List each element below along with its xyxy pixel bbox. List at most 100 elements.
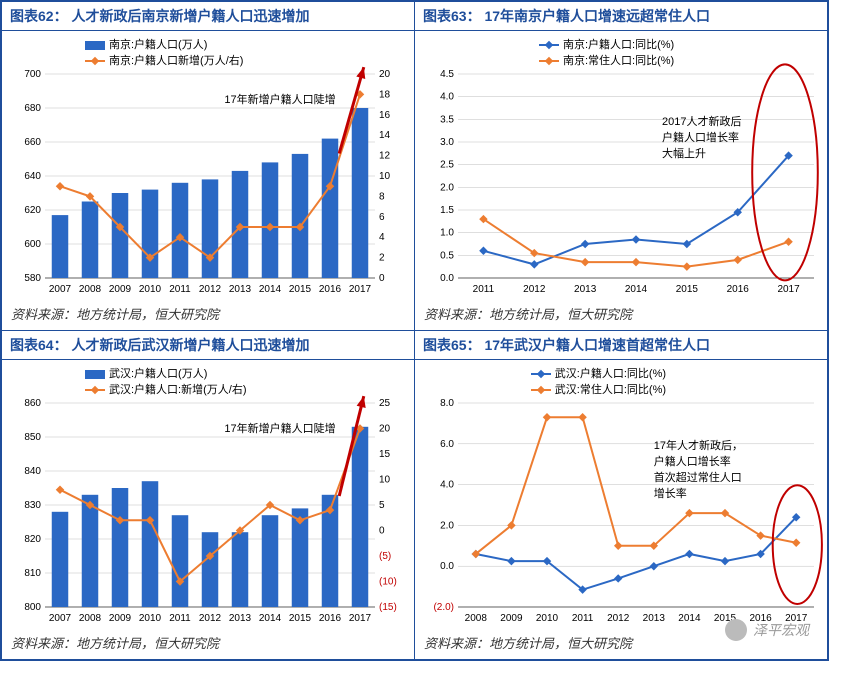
- svg-text:2012: 2012: [523, 284, 546, 295]
- svg-text:2015: 2015: [289, 284, 312, 295]
- svg-text:2016: 2016: [319, 613, 342, 624]
- svg-text:20: 20: [379, 424, 391, 435]
- svg-text:0: 0: [379, 273, 385, 284]
- watermark-icon: [725, 619, 747, 641]
- svg-text:2009: 2009: [109, 613, 132, 624]
- svg-text:840: 840: [24, 466, 41, 477]
- svg-text:2017: 2017: [349, 613, 372, 624]
- chart-62: 2007200820092010201120122013201420152016…: [3, 32, 413, 302]
- svg-text:2017: 2017: [349, 284, 372, 295]
- svg-text:12: 12: [379, 151, 391, 162]
- svg-text:(15): (15): [379, 602, 397, 613]
- svg-text:660: 660: [24, 137, 41, 148]
- title-63: 图表63： 17年南京户籍人口增速远超常住人口: [415, 1, 829, 31]
- svg-text:20: 20: [379, 69, 391, 80]
- svg-text:600: 600: [24, 239, 41, 250]
- svg-text:5: 5: [379, 500, 385, 511]
- svg-text:2013: 2013: [643, 613, 666, 624]
- svg-text:1.5: 1.5: [440, 205, 454, 216]
- title-64: 图表64： 人才新政后武汉新增户籍人口迅速增加: [1, 331, 415, 360]
- svg-text:830: 830: [24, 500, 41, 511]
- svg-text:2014: 2014: [259, 613, 282, 624]
- chart-65: 2008200920102011201220132014201520162017…: [416, 361, 826, 631]
- svg-text:(2.0): (2.0): [433, 602, 454, 613]
- chart-63: 2011 2012 2013 2014 2015 2016 2017 0.0 0.5 1.0 1.5…: [416, 32, 826, 302]
- source-62: 资料来源：地方统计局，恒大研究院: [3, 302, 413, 329]
- svg-text:2009: 2009: [500, 613, 523, 624]
- svg-text:700: 700: [24, 69, 41, 80]
- svg-text:(10): (10): [379, 577, 397, 588]
- svg-text:2015: 2015: [289, 613, 312, 624]
- svg-text:16: 16: [379, 110, 391, 121]
- svg-text:850: 850: [24, 432, 41, 443]
- svg-text:2017: 2017: [777, 284, 800, 295]
- svg-text:580: 580: [24, 273, 41, 284]
- svg-text:2011: 2011: [572, 613, 594, 624]
- chart-64: 2007200820092010201120122013201420152016…: [3, 361, 413, 631]
- svg-text:2011: 2011: [169, 613, 191, 624]
- svg-text:2.0: 2.0: [440, 520, 454, 531]
- svg-text:15: 15: [379, 449, 391, 460]
- svg-text:0: 0: [379, 526, 385, 537]
- svg-text:2.5: 2.5: [440, 160, 454, 171]
- svg-text:2016: 2016: [319, 284, 342, 295]
- svg-text:6.0: 6.0: [440, 439, 454, 450]
- chart-grid: 图表62： 人才新政后南京新增户籍人口迅速增加 图表63： 17年南京户籍人口增…: [0, 0, 829, 661]
- svg-text:2009: 2009: [109, 284, 132, 295]
- svg-text:2: 2: [379, 253, 385, 264]
- svg-text:0.5: 0.5: [440, 250, 454, 261]
- svg-text:800: 800: [24, 602, 41, 613]
- svg-text:2010: 2010: [536, 613, 559, 624]
- svg-text:2012: 2012: [199, 613, 222, 624]
- svg-text:4.0: 4.0: [440, 92, 454, 103]
- svg-text:2007: 2007: [49, 284, 72, 295]
- svg-text:2014: 2014: [259, 284, 282, 295]
- source-64: 资料来源：地方统计局，恒大研究院: [3, 631, 413, 658]
- svg-text:0.0: 0.0: [440, 273, 454, 284]
- svg-text:10: 10: [379, 171, 391, 182]
- svg-text:2007: 2007: [49, 613, 72, 624]
- title-65: 图表65： 17年武汉户籍人口增速首超常住人口: [415, 331, 829, 360]
- svg-text:640: 640: [24, 171, 41, 182]
- svg-text:2010: 2010: [139, 284, 162, 295]
- svg-text:2011: 2011: [473, 284, 495, 295]
- svg-text:25: 25: [379, 398, 391, 409]
- svg-text:0.0: 0.0: [440, 561, 454, 572]
- svg-text:3.0: 3.0: [440, 137, 454, 148]
- svg-text:2013: 2013: [574, 284, 597, 295]
- svg-text:2008: 2008: [79, 613, 102, 624]
- svg-text:(5): (5): [379, 551, 391, 562]
- svg-text:2012: 2012: [199, 284, 222, 295]
- svg-text:2015: 2015: [676, 284, 699, 295]
- svg-text:2.0: 2.0: [440, 182, 454, 193]
- svg-text:860: 860: [24, 398, 41, 409]
- svg-text:4.5: 4.5: [440, 69, 454, 80]
- svg-text:2014: 2014: [625, 284, 648, 295]
- svg-text:18: 18: [379, 89, 391, 100]
- svg-text:2013: 2013: [229, 613, 252, 624]
- title-62: 图表62： 人才新政后南京新增户籍人口迅速增加: [1, 1, 415, 31]
- svg-text:2016: 2016: [727, 284, 750, 295]
- svg-text:3.5: 3.5: [440, 114, 454, 125]
- svg-text:8: 8: [379, 191, 385, 202]
- svg-text:1.0: 1.0: [440, 228, 454, 239]
- svg-text:680: 680: [24, 103, 41, 114]
- svg-text:10: 10: [379, 475, 391, 486]
- svg-text:4: 4: [379, 232, 385, 243]
- watermark: 泽平宏观: [725, 619, 809, 641]
- svg-text:4.0: 4.0: [440, 480, 454, 491]
- svg-text:620: 620: [24, 205, 41, 216]
- svg-text:2008: 2008: [465, 613, 488, 624]
- svg-text:810: 810: [24, 568, 41, 579]
- svg-text:2010: 2010: [139, 613, 162, 624]
- svg-text:2008: 2008: [79, 284, 102, 295]
- watermark-text: 泽平宏观: [753, 620, 809, 640]
- svg-text:820: 820: [24, 534, 41, 545]
- svg-text:2014: 2014: [678, 613, 701, 624]
- svg-text:2012: 2012: [607, 613, 630, 624]
- svg-text:14: 14: [379, 130, 391, 141]
- source-63: 资料来源：地方统计局，恒大研究院: [416, 302, 826, 329]
- svg-text:2011: 2011: [169, 284, 191, 295]
- svg-text:6: 6: [379, 212, 385, 223]
- svg-text:2013: 2013: [229, 284, 252, 295]
